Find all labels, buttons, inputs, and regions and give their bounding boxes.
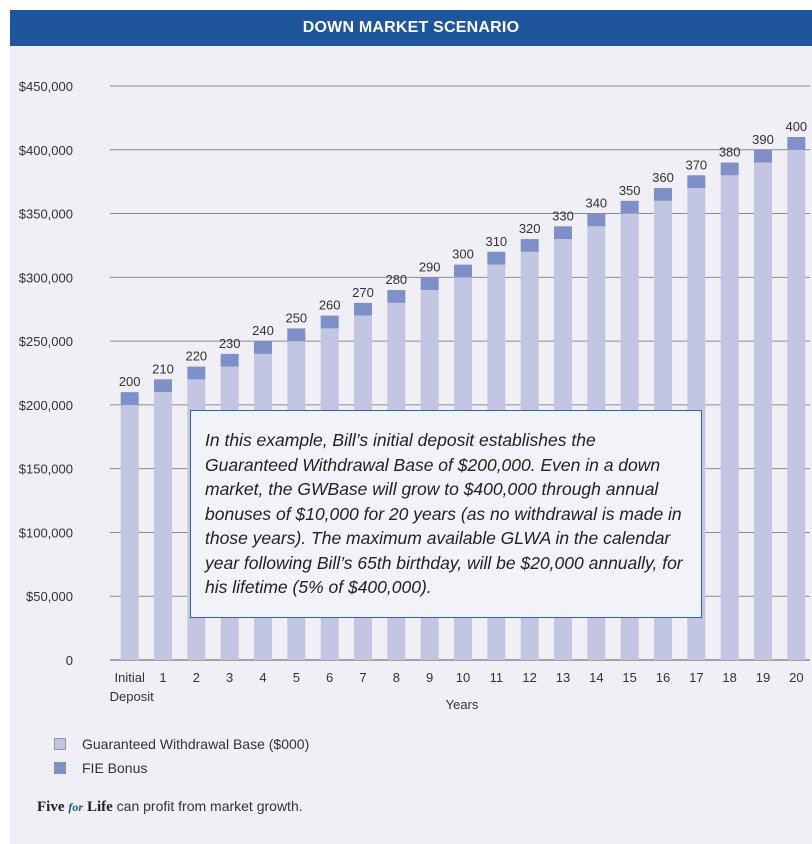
bar-bonus bbox=[320, 315, 339, 329]
bar-base bbox=[720, 175, 739, 661]
legend-item-base: Guaranteed Withdrawal Base ($000) bbox=[54, 732, 309, 756]
bar-bonus bbox=[754, 149, 772, 163]
bar-bonus bbox=[787, 137, 806, 150]
chart-title: DOWN MARKET SCENARIO bbox=[302, 19, 520, 36]
x-tick-label: 10 bbox=[456, 670, 470, 685]
bar-bonus bbox=[154, 379, 172, 393]
data-label: 360 bbox=[652, 170, 674, 185]
x-tick-label: Deposit bbox=[110, 689, 154, 704]
x-tick-label: Initial bbox=[114, 670, 144, 685]
bar-bonus bbox=[120, 392, 139, 405]
y-tick-label: $350,000 bbox=[19, 207, 73, 222]
chart-panel: DOWN MARKET SCENARIO 0 $50,000 $100,000 $15… bbox=[10, 10, 812, 844]
brand-life: Life bbox=[86, 799, 113, 815]
bar-bonus bbox=[420, 277, 439, 291]
chart-legend: Guaranteed Withdrawal Base ($000) FIE Bo… bbox=[54, 732, 309, 780]
footer-tagline: can profit from market growth. bbox=[112, 798, 303, 814]
brand-five: Five bbox=[37, 799, 65, 815]
x-tick-label: 14 bbox=[589, 670, 603, 685]
bar-bonus bbox=[487, 251, 506, 265]
data-label: 290 bbox=[419, 259, 441, 274]
chart-header: DOWN MARKET SCENARIO bbox=[10, 10, 812, 46]
x-tick-label: 13 bbox=[556, 670, 570, 685]
legend-swatch-bonus bbox=[54, 762, 66, 774]
brand-for: for bbox=[68, 800, 84, 814]
data-label: 370 bbox=[685, 157, 707, 172]
x-tick-label: 17 bbox=[689, 670, 703, 685]
legend-item-bonus: FIE Bonus bbox=[54, 756, 309, 780]
x-tick-label: 11 bbox=[490, 670, 504, 685]
x-tick-label: 2 bbox=[193, 670, 200, 685]
bar-base bbox=[787, 149, 806, 660]
y-tick-label: $300,000 bbox=[19, 270, 73, 285]
footer-note: Five for Life can profit from market gro… bbox=[37, 798, 303, 816]
bar-bonus bbox=[654, 188, 672, 201]
bar-bonus bbox=[720, 162, 739, 176]
y-tick-label: $400,000 bbox=[19, 143, 73, 158]
bar-bonus bbox=[620, 200, 639, 214]
x-tick-label: 19 bbox=[756, 670, 770, 685]
bar-bonus bbox=[287, 328, 306, 342]
data-label: 340 bbox=[585, 196, 607, 211]
data-label: 220 bbox=[185, 349, 207, 364]
x-tick-label: 6 bbox=[326, 670, 333, 685]
y-tick-label: $50,000 bbox=[26, 589, 73, 604]
x-tick-label: 9 bbox=[426, 670, 433, 685]
y-tick-label: $250,000 bbox=[19, 334, 73, 349]
bar-base bbox=[154, 392, 172, 660]
bar-bonus bbox=[687, 175, 706, 189]
data-label: 310 bbox=[485, 234, 507, 249]
data-label: 380 bbox=[719, 145, 741, 160]
bar-bonus bbox=[587, 213, 606, 227]
x-tick-label: 16 bbox=[656, 670, 670, 685]
data-label: 400 bbox=[785, 119, 807, 134]
bar-bonus bbox=[187, 366, 206, 380]
data-label: 330 bbox=[552, 208, 574, 223]
bar-bonus bbox=[520, 239, 539, 252]
bar-base bbox=[754, 162, 772, 661]
y-tick-label: $450,000 bbox=[19, 79, 73, 94]
callout-text: In this example, Bill’s initial deposit … bbox=[205, 430, 683, 598]
y-tick-label: $200,000 bbox=[19, 398, 73, 413]
data-label: 240 bbox=[252, 323, 274, 338]
data-label: 250 bbox=[285, 310, 307, 325]
y-tick-label: $150,000 bbox=[19, 462, 73, 477]
legend-label-bonus: FIE Bonus bbox=[82, 760, 148, 776]
x-tick-label: 1 bbox=[159, 670, 166, 685]
data-label: 390 bbox=[752, 132, 774, 147]
data-label: 210 bbox=[152, 361, 174, 376]
x-tick-label: 5 bbox=[293, 670, 300, 685]
x-axis-title: Years bbox=[446, 697, 479, 710]
bar-bonus bbox=[254, 341, 272, 354]
data-label: 230 bbox=[219, 336, 241, 351]
bar-bonus bbox=[454, 264, 472, 278]
data-label: 320 bbox=[519, 221, 541, 236]
data-label: 350 bbox=[619, 183, 641, 198]
x-tick-label: 4 bbox=[259, 670, 266, 685]
legend-label-base: Guaranteed Withdrawal Base ($000) bbox=[82, 736, 310, 752]
x-tick-label: 20 bbox=[789, 670, 803, 685]
bar-bonus bbox=[554, 226, 572, 240]
y-tick-label: 0 bbox=[66, 653, 73, 668]
x-tick-label: 3 bbox=[226, 670, 233, 685]
bar-bonus bbox=[220, 353, 239, 367]
x-tick-label: 15 bbox=[622, 670, 636, 685]
data-label: 270 bbox=[352, 285, 374, 300]
legend-swatch-base bbox=[54, 738, 66, 750]
example-callout: In this example, Bill’s initial deposit … bbox=[190, 410, 702, 618]
data-label: 300 bbox=[452, 247, 474, 262]
x-tick-label: 12 bbox=[522, 670, 536, 685]
data-label: 260 bbox=[319, 298, 341, 313]
y-tick-label: $100,000 bbox=[19, 525, 73, 540]
bar-bonus bbox=[387, 290, 406, 303]
x-tick-label: 8 bbox=[393, 670, 400, 685]
x-tick-label: 18 bbox=[722, 670, 736, 685]
data-label: 200 bbox=[119, 374, 141, 389]
bar-base bbox=[120, 404, 139, 660]
x-tick-label: 7 bbox=[359, 670, 366, 685]
bar-bonus bbox=[354, 302, 372, 316]
data-label: 280 bbox=[385, 272, 407, 287]
